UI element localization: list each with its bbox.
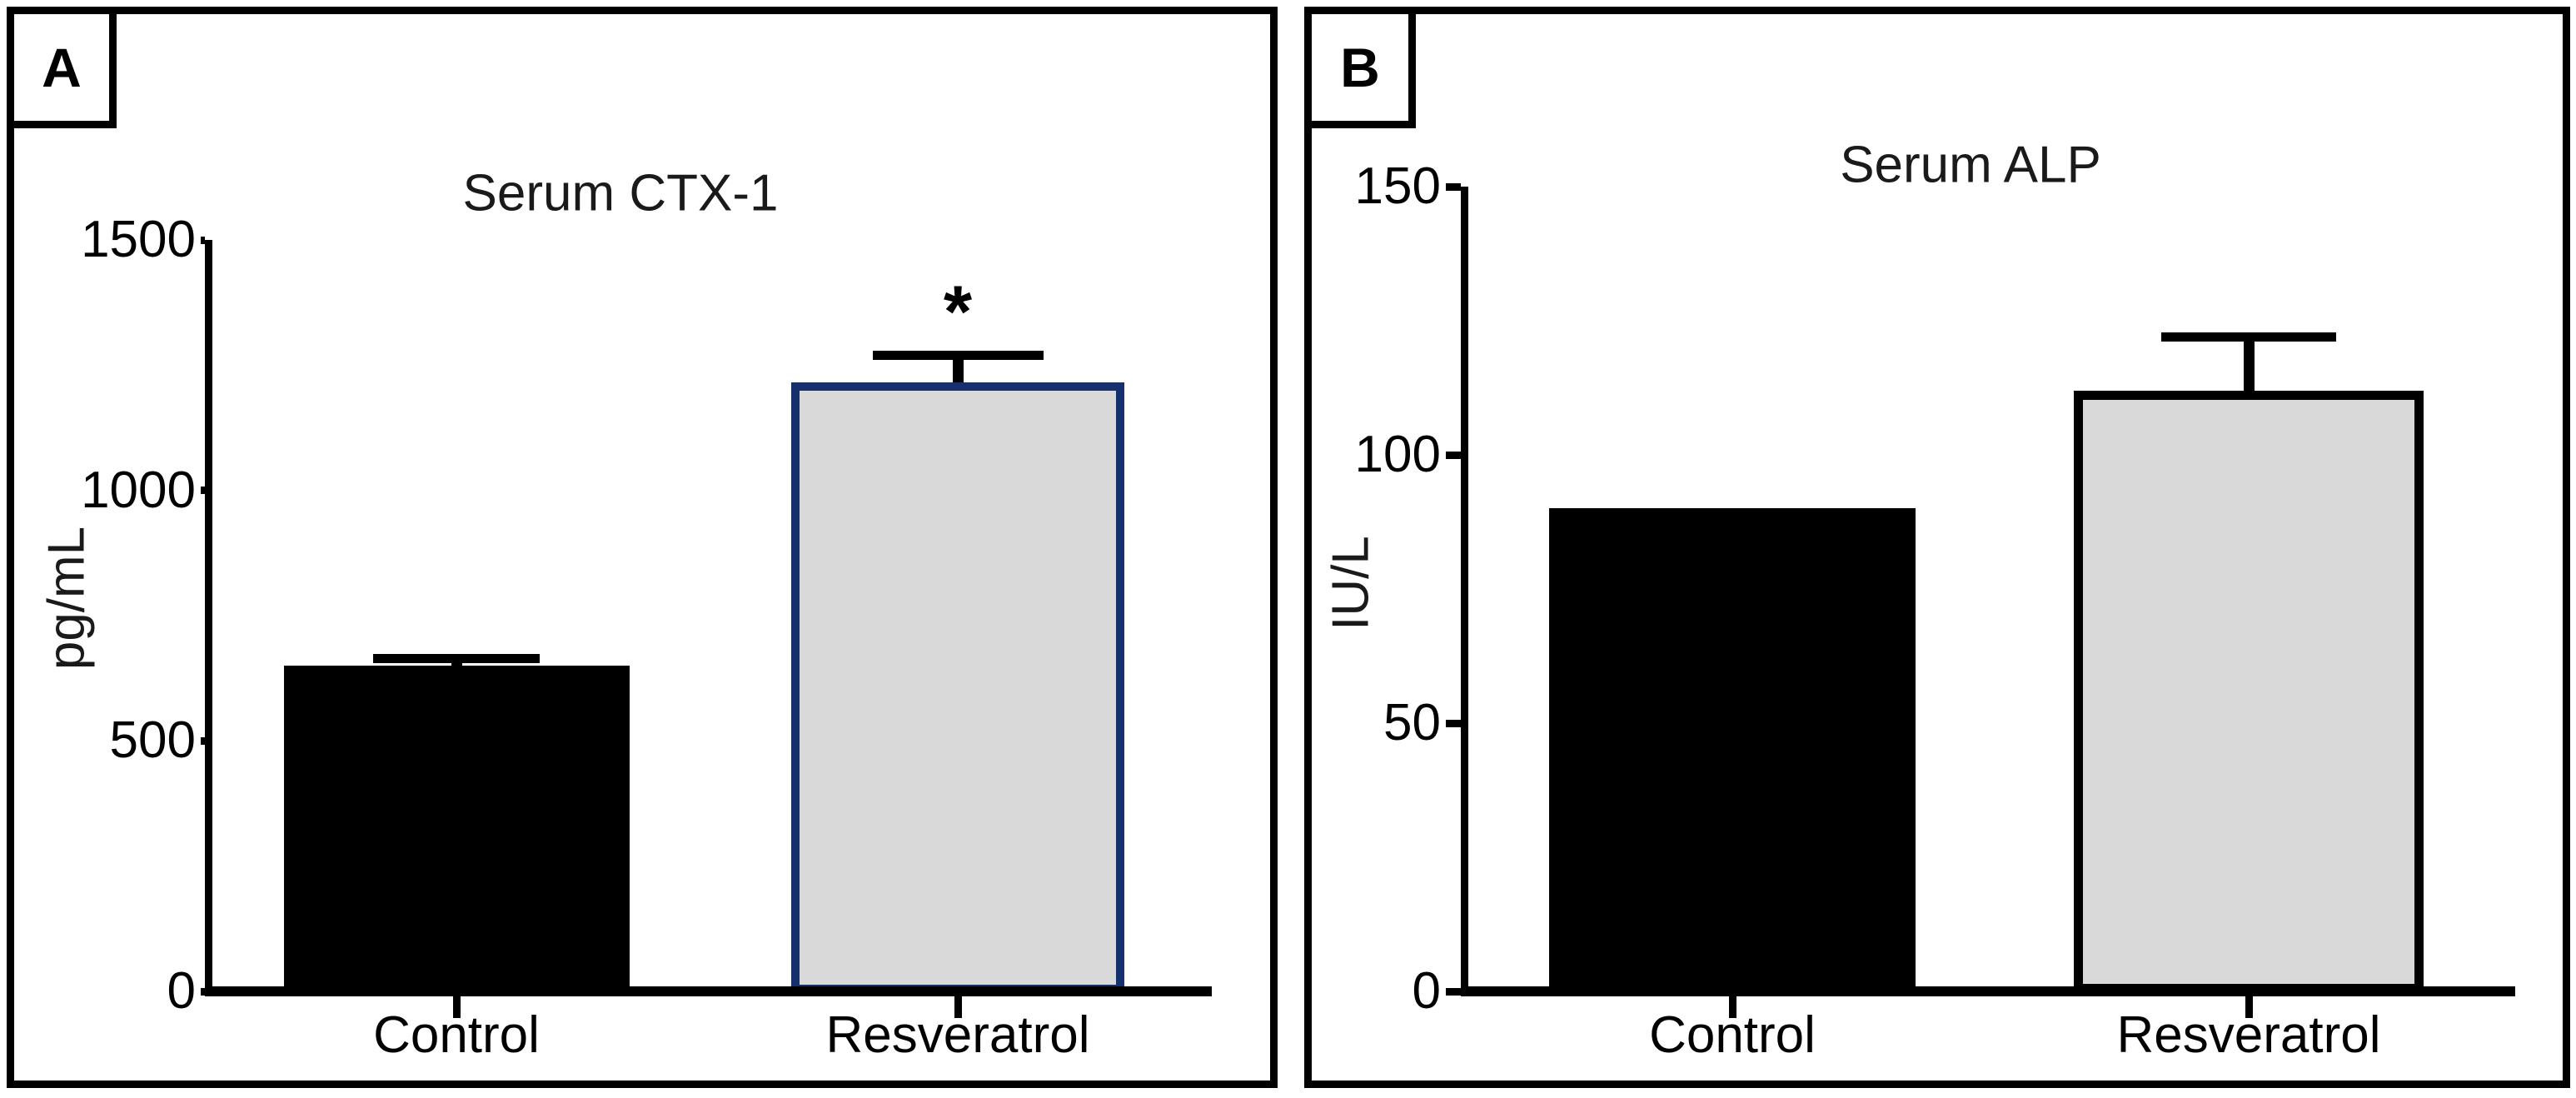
- panel-a-label: A: [42, 37, 82, 98]
- panel-b-category-label-resveratrol: Resveratrol: [2116, 1006, 2381, 1064]
- panel-b-y-tick-label-150: 150: [1354, 157, 1441, 215]
- panel-b-errorbar-cap-resveratrol: [2161, 332, 2336, 342]
- panel-a-y-tick-label-1000: 1000: [81, 461, 196, 519]
- panel-a-x-tick-resveratrol: [954, 996, 962, 1018]
- panel-a-tag-box: A: [7, 7, 117, 128]
- panel-a-y-tick-0: [201, 987, 205, 996]
- panel-b-category-label-control: Control: [1649, 1006, 1816, 1064]
- panel-b-y-axis-spine: [1461, 187, 1468, 996]
- panel-b-label: B: [1340, 37, 1380, 98]
- panel-a-x-tick-control: [452, 996, 461, 1018]
- panel-a-y-tick-label-0: 0: [167, 962, 196, 1020]
- panel-b-errorbar-stem-resveratrol: [2243, 337, 2255, 396]
- panel-a-category-label-control: Control: [373, 1006, 540, 1064]
- panel-a-title: Serum CTX-1: [462, 164, 779, 222]
- panel-a-y-tick-500: [201, 736, 205, 745]
- panel-b-bar-resveratrol: [2074, 390, 2424, 993]
- panel-a-x-axis-baseline: [205, 986, 1212, 996]
- panel-a-errorbar-cap-resveratrol: [872, 350, 1044, 360]
- panel-a-y-axis-label: pg/mL: [37, 526, 96, 671]
- panel-b-y-tick-0: [1446, 987, 1461, 996]
- panel-a-y-tick-1500: [201, 236, 205, 244]
- panel-b-y-tick-100: [1446, 451, 1461, 459]
- panel-a-errorbar-cap-control: [373, 653, 540, 663]
- panel-b-y-axis-label: IU/L: [1322, 536, 1380, 631]
- panel-b-tag-box: B: [1304, 7, 1416, 128]
- panel-a-y-tick-label-1500: 1500: [81, 211, 196, 268]
- panel-b-y-tick-label-0: 0: [1412, 962, 1441, 1020]
- panel-b-y-tick-150: [1446, 182, 1461, 191]
- panel-b-bar-control: [1549, 508, 1916, 993]
- panel-b-y-tick-50: [1446, 719, 1461, 727]
- panel-a-y-tick-1000: [201, 487, 205, 495]
- panel-b-x-axis-baseline: [1461, 986, 2515, 996]
- panel-b-x-tick-resveratrol: [2245, 996, 2253, 1018]
- panel-b-x-tick-control: [1728, 996, 1736, 1018]
- panel-a-bar-resveratrol: [791, 382, 1124, 993]
- panel-a-errorbar-stem-resveratrol: [952, 355, 964, 388]
- panel-b-y-tick-label-50: 50: [1383, 694, 1441, 751]
- panel-b-y-tick-label-100: 100: [1354, 426, 1441, 483]
- panel-a-y-axis-spine: [205, 240, 212, 996]
- panel-a-y-tick-label-500: 500: [109, 711, 196, 770]
- panel-a-bar-control: [283, 666, 630, 993]
- panel-a-significance-asterisk: *: [943, 270, 973, 353]
- panel-a-category-label-resveratrol: Resveratrol: [825, 1006, 1090, 1064]
- panel-b-title: Serum ALP: [1840, 136, 2101, 194]
